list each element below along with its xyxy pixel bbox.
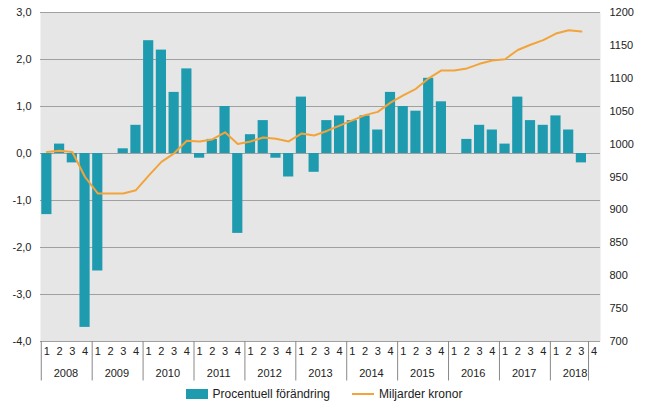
- svg-text:1200: 1200: [610, 6, 634, 18]
- svg-text:4: 4: [489, 345, 495, 357]
- svg-text:4: 4: [438, 345, 444, 357]
- svg-text:-3,0: -3,0: [13, 288, 32, 300]
- svg-text:-4,0: -4,0: [13, 335, 32, 347]
- svg-text:3: 3: [375, 345, 381, 357]
- svg-text:1: 1: [400, 345, 406, 357]
- svg-text:2: 2: [413, 345, 419, 357]
- svg-text:-1,0: -1,0: [13, 194, 32, 206]
- svg-text:2,0: 2,0: [16, 53, 31, 65]
- svg-text:850: 850: [610, 236, 628, 248]
- svg-text:0,0: 0,0: [16, 147, 31, 159]
- svg-text:950: 950: [610, 171, 628, 183]
- svg-text:1: 1: [451, 345, 457, 357]
- svg-text:4: 4: [235, 345, 241, 357]
- html-text:Procentuell förändring: Procentuell förändring: [212, 387, 330, 401]
- svg-text:1,0: 1,0: [16, 100, 31, 112]
- svg-text:1100: 1100: [610, 72, 634, 84]
- svg-text:1: 1: [553, 345, 559, 357]
- svg-text:2018: 2018: [563, 367, 587, 379]
- svg-text:3: 3: [273, 345, 279, 357]
- svg-text:3,0: 3,0: [16, 6, 31, 18]
- svg-text:3: 3: [171, 345, 177, 357]
- svg-text:3: 3: [222, 345, 228, 357]
- svg-text:2: 2: [311, 345, 317, 357]
- svg-text:4: 4: [387, 345, 393, 357]
- svg-text:3: 3: [477, 345, 483, 357]
- svg-text:2: 2: [515, 345, 521, 357]
- svg-text:2017: 2017: [512, 367, 536, 379]
- svg-text:3: 3: [120, 345, 126, 357]
- svg-text:2012: 2012: [257, 367, 281, 379]
- svg-text:2: 2: [566, 345, 572, 357]
- svg-text:2014: 2014: [359, 367, 383, 379]
- svg-text:2011: 2011: [207, 367, 231, 379]
- svg-text:4: 4: [540, 345, 546, 357]
- svg-text:-2,0: -2,0: [13, 241, 32, 253]
- svg-text:1050: 1050: [610, 105, 634, 117]
- svg-text:4: 4: [184, 345, 190, 357]
- svg-text:1: 1: [197, 345, 203, 357]
- svg-text:4: 4: [337, 345, 343, 357]
- svg-text:3: 3: [324, 345, 330, 357]
- svg-text:1: 1: [502, 345, 508, 357]
- svg-text:3: 3: [69, 345, 75, 357]
- svg-text:2013: 2013: [308, 367, 332, 379]
- svg-text:3: 3: [578, 345, 584, 357]
- svg-text:2: 2: [57, 345, 63, 357]
- svg-text:2008: 2008: [54, 367, 78, 379]
- svg-text:750: 750: [610, 302, 628, 314]
- svg-text:1000: 1000: [610, 138, 634, 150]
- svg-text:900: 900: [610, 203, 628, 215]
- svg-text:800: 800: [610, 269, 628, 281]
- svg-text:2015: 2015: [410, 367, 434, 379]
- svg-text:1: 1: [349, 345, 355, 357]
- svg-text:2: 2: [209, 345, 215, 357]
- svg-text:2010: 2010: [156, 367, 180, 379]
- svg-text:3: 3: [426, 345, 432, 357]
- svg-text:700: 700: [610, 335, 628, 347]
- svg-text:1150: 1150: [610, 39, 634, 51]
- svg-text:1: 1: [298, 345, 304, 357]
- svg-text:2: 2: [158, 345, 164, 357]
- svg-text:1: 1: [247, 345, 253, 357]
- svg-text:2: 2: [260, 345, 266, 357]
- svg-text:1: 1: [95, 345, 101, 357]
- html-text:Miljarder kronor: Miljarder kronor: [379, 387, 463, 401]
- svg-text:4: 4: [133, 345, 139, 357]
- svg-text:2016: 2016: [461, 367, 485, 379]
- svg-text:4: 4: [591, 345, 597, 357]
- svg-text:2: 2: [362, 345, 368, 357]
- svg-text:4: 4: [286, 345, 292, 357]
- svg-text:2009: 2009: [105, 367, 129, 379]
- svg-text:1: 1: [146, 345, 152, 357]
- svg-text:3: 3: [527, 345, 533, 357]
- svg-text:2: 2: [107, 345, 113, 357]
- svg-text:2: 2: [464, 345, 470, 357]
- svg-text:1: 1: [44, 345, 50, 357]
- svg-text:4: 4: [82, 345, 88, 357]
